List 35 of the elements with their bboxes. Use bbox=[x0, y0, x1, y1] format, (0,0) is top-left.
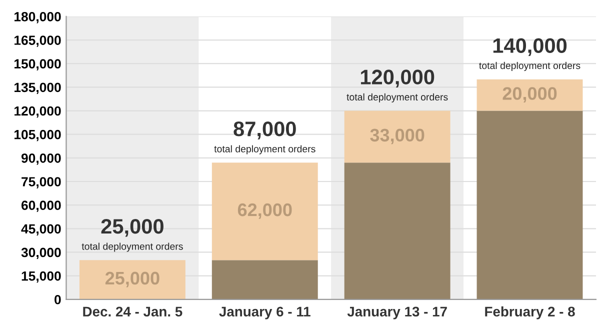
bar bbox=[476, 79, 583, 111]
y-tick-label: 150,000 bbox=[14, 59, 61, 70]
total-label: 87,000 bbox=[234, 122, 296, 140]
bar bbox=[212, 260, 318, 300]
annotation: total deployment orders bbox=[214, 145, 316, 154]
total-label: 140,000 bbox=[493, 38, 567, 56]
y-tick-label: 30,000 bbox=[21, 248, 61, 260]
y-tick-label: 180,000 bbox=[14, 12, 61, 24]
y-tick-label: 45,000 bbox=[21, 224, 61, 236]
x-tick-label: January 13 - 17 bbox=[347, 306, 447, 320]
annotation: total deployment orders bbox=[479, 62, 580, 71]
total-label: 120,000 bbox=[360, 70, 434, 88]
y-tick-label: 90,000 bbox=[21, 153, 61, 165]
bar bbox=[344, 110, 450, 163]
y-tick-label: 165,000 bbox=[14, 36, 61, 47]
data-label: 62,000 bbox=[238, 203, 292, 219]
data-label: 25,000 bbox=[105, 272, 160, 288]
x-tick-label: February 2 - 8 bbox=[485, 306, 575, 320]
y-tick-label: 0 bbox=[54, 294, 61, 304]
y-tick-label: 120,000 bbox=[14, 106, 61, 118]
y-tick-label: 75,000 bbox=[22, 177, 61, 188]
data-label: 33,000 bbox=[370, 128, 424, 144]
total-label: 25,000 bbox=[101, 219, 164, 237]
annotation: total deployment orders bbox=[346, 93, 448, 102]
data-label: 20,000 bbox=[502, 87, 557, 103]
y-tick-label: 135,000 bbox=[14, 82, 61, 94]
x-tick-label: January 6 - 11 bbox=[219, 306, 310, 320]
y-tick-label: 60,000 bbox=[21, 200, 61, 212]
x-tick-label: Dec. 24 - Jan. 5 bbox=[83, 306, 182, 317]
bar bbox=[212, 162, 318, 260]
y-tick-label: 105,000 bbox=[14, 130, 61, 142]
bar bbox=[79, 260, 186, 300]
y-tick-label: 15,000 bbox=[22, 271, 61, 283]
bar bbox=[476, 110, 583, 300]
annotation: total deployment orders bbox=[82, 242, 183, 252]
